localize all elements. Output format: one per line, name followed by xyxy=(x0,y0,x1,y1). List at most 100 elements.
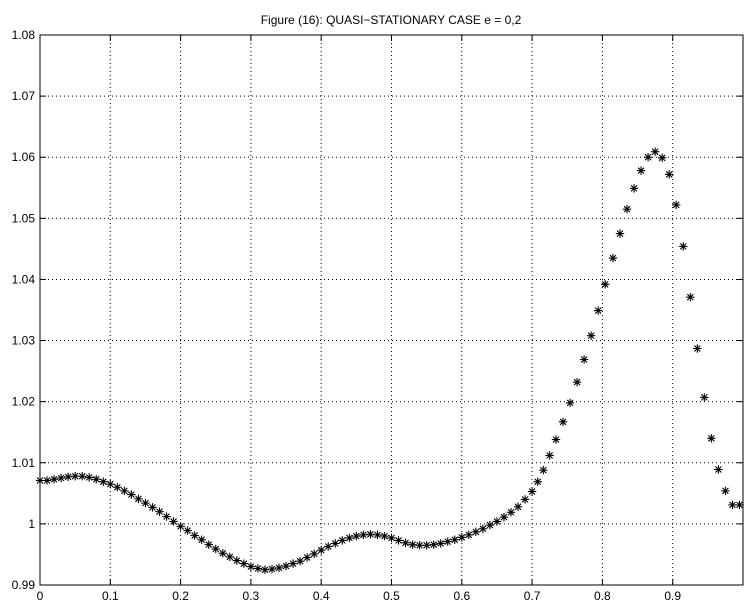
data-point-marker xyxy=(281,561,291,571)
data-point-marker xyxy=(197,535,206,544)
data-point-marker xyxy=(162,512,171,521)
data-point-marker xyxy=(331,539,340,548)
data-point-marker xyxy=(70,472,80,481)
data-point-marker xyxy=(218,549,227,558)
data-point-marker xyxy=(485,520,495,530)
data-point-marker xyxy=(190,531,199,540)
data-point-marker xyxy=(643,153,653,162)
data-point-marker xyxy=(601,280,610,289)
data-point-marker xyxy=(492,517,502,526)
data-point-marker xyxy=(302,553,312,562)
data-point-marker xyxy=(707,434,716,443)
data-point-marker xyxy=(317,545,326,555)
data-point-marker xyxy=(565,398,575,408)
data-point-marker xyxy=(239,559,249,568)
data-point-marker xyxy=(288,559,298,568)
data-point-marker xyxy=(99,477,108,486)
data-point-marker xyxy=(664,170,674,179)
data-point-marker xyxy=(106,479,115,489)
marker-layer xyxy=(35,147,744,574)
data-point-marker xyxy=(267,564,277,574)
x-tick-label: 0.6 xyxy=(453,589,470,603)
data-point-marker xyxy=(373,530,382,540)
x-tick-label: 0 xyxy=(37,589,44,603)
data-point-marker xyxy=(345,533,354,543)
data-point-marker xyxy=(679,242,688,251)
data-point-marker xyxy=(394,536,403,545)
y-tick-label: 1.02 xyxy=(12,395,36,409)
y-tick-label: 1.08 xyxy=(12,28,36,42)
tick-layer: 0 0.1 0.2 0.3 0.4 0.5 0.6 0.7 0.8 0.9 0.99 1 1.01 1.0… xyxy=(12,28,743,603)
data-point-marker xyxy=(401,538,410,548)
data-point-marker xyxy=(176,522,185,531)
data-point-marker xyxy=(253,564,263,573)
y-tick-label: 1.05 xyxy=(12,211,36,225)
data-point-marker xyxy=(127,490,136,499)
data-point-marker xyxy=(232,556,242,565)
data-point-marker xyxy=(324,542,333,551)
data-point-marker xyxy=(478,524,488,533)
data-point-marker xyxy=(527,487,537,496)
y-tick-label: 1.07 xyxy=(12,89,36,103)
data-point-marker xyxy=(204,540,213,549)
y-tick-label: 1.01 xyxy=(12,456,36,470)
x-tick-label: 0.8 xyxy=(594,589,611,603)
data-point-marker xyxy=(579,355,589,364)
data-point-marker xyxy=(520,495,530,504)
data-point-marker xyxy=(672,200,681,210)
data-point-marker xyxy=(387,533,396,543)
data-point-marker xyxy=(225,552,235,562)
data-point-marker xyxy=(309,549,319,559)
data-point-marker xyxy=(636,166,646,175)
data-point-marker xyxy=(506,508,516,517)
data-point-marker xyxy=(436,539,445,548)
y-tick-label: 1.06 xyxy=(12,150,36,164)
data-point-marker xyxy=(211,544,220,554)
data-point-marker xyxy=(120,486,129,496)
y-tick-label: 1.03 xyxy=(12,334,36,348)
chart-title: Figure (16): QUASI−STATIONARY CASE e = 0… xyxy=(261,13,522,27)
data-point-marker xyxy=(113,483,122,492)
data-point-marker xyxy=(615,229,625,238)
data-point-marker xyxy=(693,344,702,353)
data-point-marker xyxy=(443,537,452,546)
data-point-marker xyxy=(608,253,618,263)
data-point-marker xyxy=(714,465,723,474)
data-point-marker xyxy=(700,393,709,402)
y-tick-label: 1 xyxy=(28,517,35,531)
data-point-marker xyxy=(295,556,305,566)
data-point-marker xyxy=(629,184,639,193)
data-point-marker xyxy=(728,500,737,510)
data-point-marker xyxy=(464,530,474,540)
data-point-marker xyxy=(499,512,509,522)
x-tick-label: 0.3 xyxy=(243,589,260,603)
plot-area-frame xyxy=(39,34,744,586)
data-point-marker xyxy=(533,477,542,486)
data-point-marker xyxy=(415,541,424,550)
data-point-marker xyxy=(359,530,368,540)
data-point-marker xyxy=(572,377,582,387)
data-point-marker xyxy=(380,531,389,541)
data-point-marker xyxy=(35,476,45,485)
data-point-marker xyxy=(650,147,660,156)
data-point-marker xyxy=(545,451,554,460)
data-point-marker xyxy=(735,500,744,510)
data-point-marker xyxy=(56,473,66,483)
data-point-marker xyxy=(260,565,270,574)
data-point-marker xyxy=(539,465,548,475)
data-point-marker xyxy=(551,435,561,444)
data-point-marker xyxy=(155,507,164,516)
data-point-marker xyxy=(246,562,256,571)
x-tick-label: 0.2 xyxy=(172,589,189,603)
data-point-marker xyxy=(450,535,459,544)
data-point-marker xyxy=(622,204,632,214)
data-point-marker xyxy=(429,540,438,549)
x-tick-label: 0.4 xyxy=(313,589,330,603)
data-point-marker xyxy=(366,530,375,539)
data-point-marker xyxy=(338,536,347,545)
data-point-marker xyxy=(657,153,667,163)
data-point-marker xyxy=(721,486,730,496)
data-point-marker xyxy=(457,533,466,542)
